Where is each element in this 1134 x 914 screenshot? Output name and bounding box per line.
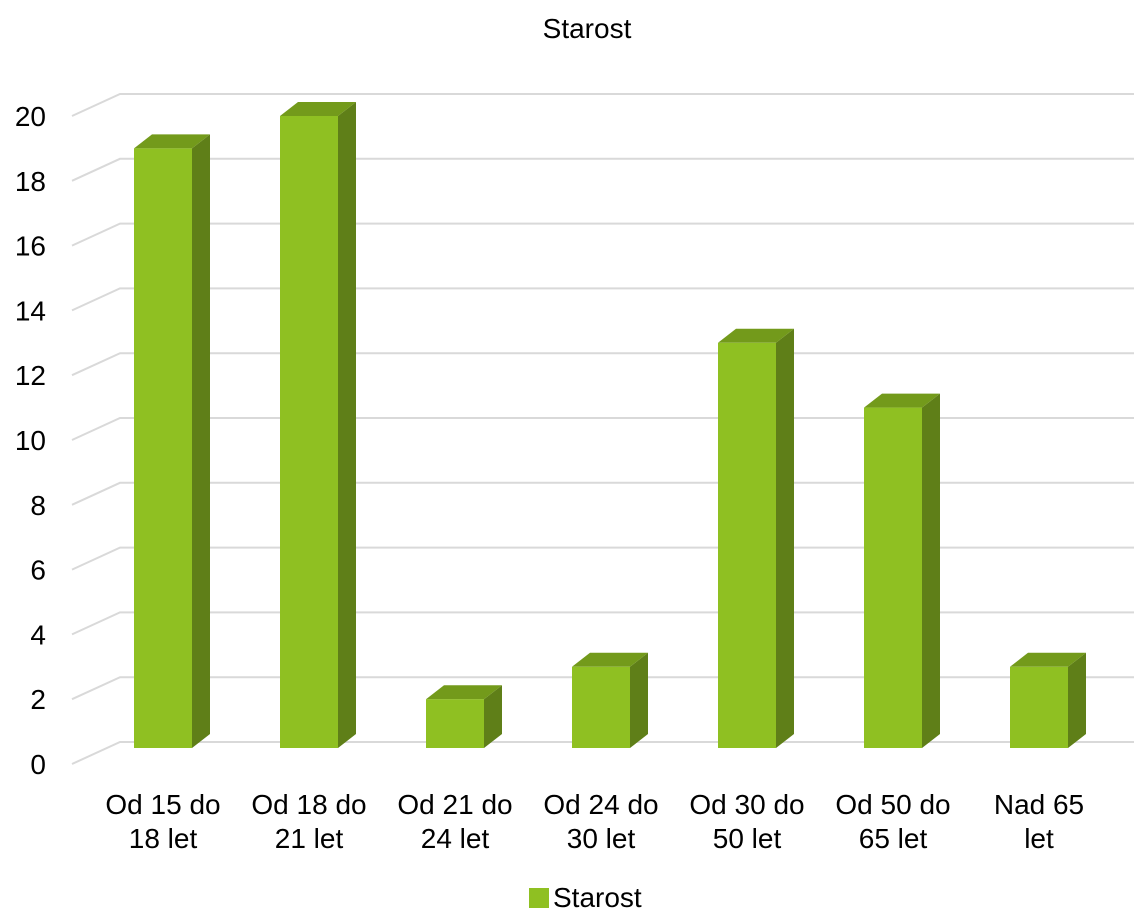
x-category-label-line: 21 let bbox=[275, 823, 344, 854]
x-category-label-line: 65 let bbox=[859, 823, 928, 854]
bars bbox=[134, 102, 1086, 748]
bar-top bbox=[426, 685, 502, 700]
y-tick-label: 10 bbox=[15, 425, 46, 456]
bar-top bbox=[1010, 652, 1086, 667]
y-tick-label: 16 bbox=[15, 231, 46, 262]
bar-front bbox=[426, 699, 484, 748]
bar-side bbox=[776, 328, 794, 748]
gridline-2 bbox=[71, 676, 1134, 701]
bar-front bbox=[1010, 666, 1068, 748]
x-category-label-line: 50 let bbox=[713, 823, 782, 854]
gridlines bbox=[71, 93, 1134, 765]
bar-side bbox=[338, 102, 356, 748]
y-tick-label: 6 bbox=[30, 555, 46, 586]
bar-3 bbox=[426, 685, 502, 748]
x-category-label: Od 15 do 18 let bbox=[105, 789, 220, 854]
bar-side bbox=[630, 652, 648, 748]
bar-front bbox=[280, 116, 338, 748]
y-tick-label: 20 bbox=[15, 101, 46, 132]
bar-front bbox=[134, 148, 192, 748]
gridline-0 bbox=[71, 741, 1134, 765]
y-axis: 0 2 4 6 8 10 12 14 16 18 20 bbox=[15, 101, 46, 780]
bar-6 bbox=[864, 393, 940, 748]
x-category-label-line: 30 let bbox=[567, 823, 636, 854]
gridline-18 bbox=[71, 157, 1134, 182]
x-category-label-line: Od 21 do bbox=[397, 789, 512, 820]
y-tick-label: 2 bbox=[30, 684, 46, 715]
y-tick-label: 0 bbox=[30, 749, 46, 780]
bar-4 bbox=[572, 652, 648, 748]
bar-top bbox=[134, 134, 210, 149]
y-tick-label: 18 bbox=[15, 166, 46, 197]
x-category-label-line: Od 18 do bbox=[251, 789, 366, 820]
x-category-label-line: Nad 65 bbox=[994, 789, 1084, 820]
gridline-10 bbox=[71, 417, 1134, 441]
gridline-14 bbox=[71, 287, 1134, 312]
x-category-label-line: Od 15 do bbox=[105, 789, 220, 820]
x-category-label: Od 30 do 50 let bbox=[689, 789, 804, 854]
bar-top bbox=[864, 393, 940, 408]
y-tick-label: 4 bbox=[30, 619, 46, 650]
y-tick-label: 12 bbox=[15, 360, 46, 391]
legend-swatch bbox=[529, 888, 549, 908]
gridline-12 bbox=[71, 352, 1134, 377]
bar-side bbox=[922, 393, 940, 748]
x-category-label: Od 50 do 65 let bbox=[835, 789, 950, 854]
bar-side bbox=[1068, 652, 1086, 748]
gridline-16 bbox=[71, 222, 1134, 247]
bar-side bbox=[484, 685, 502, 748]
gridline-4 bbox=[71, 611, 1134, 636]
x-axis: Od 15 do 18 let Od 18 do 21 let Od 21 do 24 l… bbox=[105, 789, 1084, 854]
y-tick-label: 14 bbox=[15, 295, 46, 326]
y-tick-label: 8 bbox=[30, 490, 46, 521]
bar-2 bbox=[280, 102, 356, 748]
bar-front bbox=[718, 342, 776, 748]
x-category-label: Od 21 do 24 let bbox=[397, 789, 512, 854]
bar-5 bbox=[718, 328, 794, 748]
legend: Starost bbox=[529, 882, 642, 913]
bar-top bbox=[572, 652, 648, 667]
gridline-20 bbox=[71, 93, 1134, 117]
bar-1 bbox=[134, 134, 210, 748]
x-category-label-line: 24 let bbox=[421, 823, 490, 854]
bar-7 bbox=[1010, 652, 1086, 748]
x-category-label-line: Od 24 do bbox=[543, 789, 658, 820]
x-category-label: Od 24 do 30 let bbox=[543, 789, 658, 854]
bar-front bbox=[864, 407, 922, 748]
x-category-label-line: let bbox=[1024, 823, 1054, 854]
x-category-label: Od 18 do 21 let bbox=[251, 789, 366, 854]
x-category-label: Nad 65 let bbox=[994, 789, 1084, 854]
bar-front bbox=[572, 666, 630, 748]
legend-label: Starost bbox=[553, 882, 642, 913]
x-category-label-line: 18 let bbox=[129, 823, 198, 854]
bar-top bbox=[280, 102, 356, 116]
x-category-label-line: Od 50 do bbox=[835, 789, 950, 820]
chart-title: Starost bbox=[543, 13, 632, 44]
bar-side bbox=[192, 134, 210, 748]
bar-top bbox=[718, 328, 794, 343]
gridline-6 bbox=[71, 546, 1134, 571]
x-category-label-line: Od 30 do bbox=[689, 789, 804, 820]
gridline-8 bbox=[71, 481, 1134, 506]
